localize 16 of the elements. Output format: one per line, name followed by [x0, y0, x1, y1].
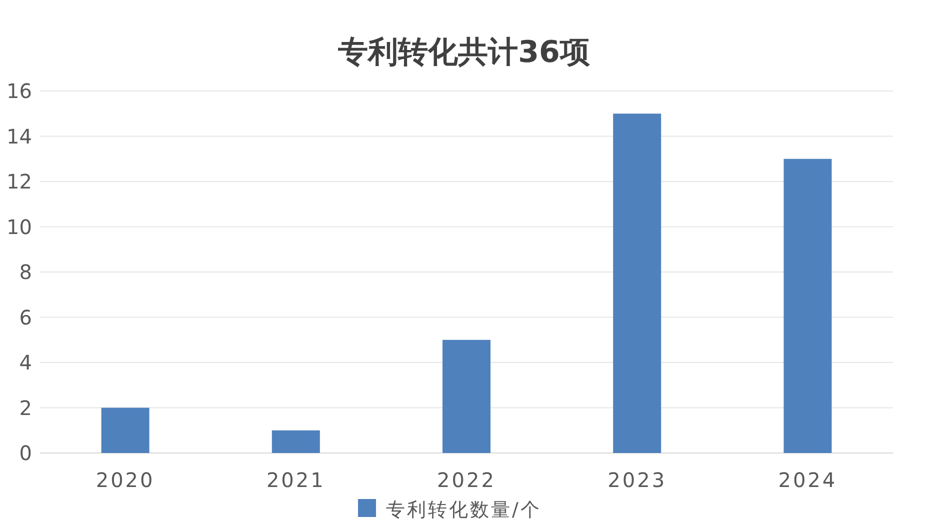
x-tick-label: 2024	[778, 468, 838, 492]
y-tick-label: 14	[6, 124, 32, 148]
y-tick-label: 16	[6, 79, 32, 103]
y-tick-label: 10	[6, 214, 32, 239]
y-tick-label: 0	[19, 441, 32, 465]
y-tick-label: 12	[6, 170, 32, 194]
x-tick-label: 2020	[96, 468, 155, 492]
y-tick-label: 4	[19, 350, 32, 374]
x-tick-label: 2022	[437, 468, 496, 492]
x-tick-label: 2023	[608, 468, 667, 492]
chart-title: 专利转化共计36项	[337, 35, 590, 70]
y-tick-label: 8	[19, 260, 32, 284]
x-tick-label: 2021	[266, 468, 326, 492]
y-tick-label: 2	[19, 396, 32, 420]
legend-label: 专利转化数量/个	[386, 499, 542, 521]
y-tick-label: 6	[19, 305, 32, 330]
